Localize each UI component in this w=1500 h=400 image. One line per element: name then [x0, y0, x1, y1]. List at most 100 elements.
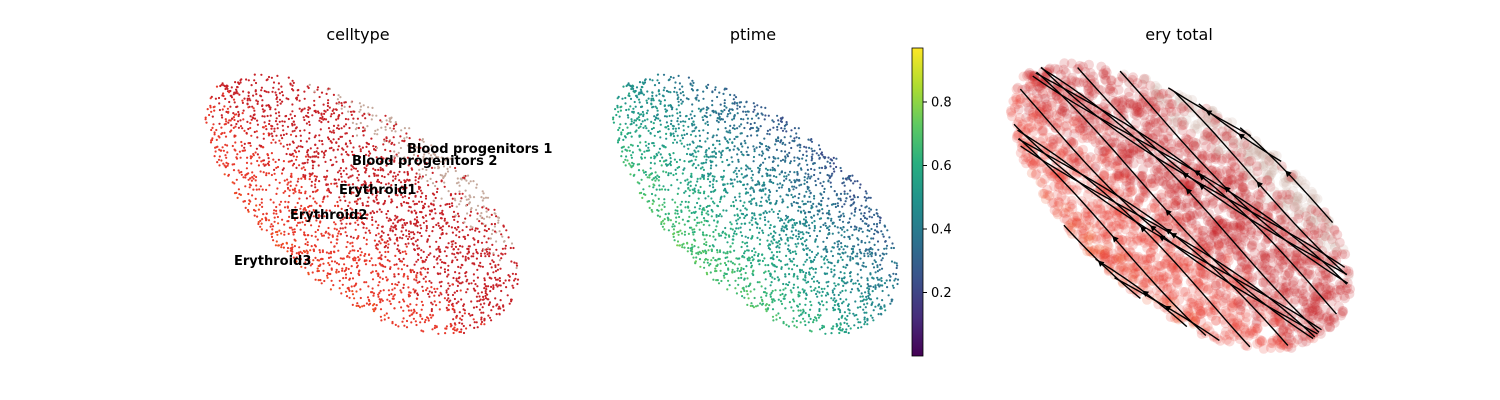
ptime-point	[680, 232, 684, 235]
ptime-point	[802, 218, 806, 221]
celltype-point	[378, 251, 381, 254]
ptime-point	[647, 97, 650, 100]
celltype-point	[507, 274, 510, 277]
celltype-point	[467, 198, 470, 201]
ptime-point	[739, 209, 742, 212]
ptime-point	[885, 244, 889, 247]
celltype-point	[322, 156, 325, 159]
celltype-point	[226, 164, 229, 167]
celltype-point	[458, 244, 462, 248]
ptime-point	[790, 230, 793, 233]
celltype-point	[218, 122, 221, 125]
celltype-point	[295, 224, 298, 227]
celltype-point	[380, 160, 383, 163]
ptime-point	[763, 257, 766, 260]
ptime-point	[727, 268, 730, 271]
celltype-point	[344, 101, 347, 104]
celltype-point	[291, 188, 294, 191]
ptime-point	[818, 328, 822, 331]
celltype-point	[448, 205, 451, 209]
celltype-point	[468, 245, 471, 248]
ptime-point	[843, 311, 847, 314]
celltype-point	[272, 212, 275, 215]
celltype-point	[329, 191, 332, 194]
ptime-point	[811, 206, 814, 209]
ptime-point	[664, 146, 667, 149]
ptime-point	[770, 291, 773, 294]
ptime-point	[859, 268, 862, 271]
celltype-point	[313, 90, 316, 93]
ptime-point	[822, 180, 825, 183]
ptime-point	[805, 190, 808, 193]
celltype-point	[469, 314, 472, 317]
celltype-point	[280, 172, 284, 175]
ptime-point	[850, 198, 853, 201]
celltype-point	[449, 322, 452, 326]
ptime-point	[843, 321, 846, 324]
ptime-point	[753, 108, 756, 111]
ptime-point	[696, 180, 699, 183]
celltype-point	[358, 258, 361, 261]
ptime-point	[820, 266, 823, 269]
ptime-point	[643, 119, 647, 122]
celltype-point	[403, 137, 406, 140]
ptime-point	[840, 316, 843, 319]
ptime-point	[687, 187, 690, 190]
celltype-point	[426, 287, 429, 290]
ptime-point	[737, 148, 740, 151]
ptime-point	[837, 283, 840, 286]
ptime-point	[624, 164, 627, 167]
celltype-point	[451, 293, 455, 297]
celltype-point	[387, 173, 390, 176]
ptime-point	[804, 297, 808, 300]
celltype-point	[323, 175, 326, 178]
ptime-point	[819, 182, 822, 185]
celltype-point	[274, 91, 277, 94]
celltype-point	[347, 204, 350, 207]
celltype-point	[356, 237, 359, 240]
celltype-point	[303, 176, 307, 179]
ptime-point	[778, 233, 781, 236]
ptime-point	[705, 158, 708, 161]
celltype-point	[375, 270, 378, 273]
ptime-point	[744, 142, 747, 145]
ptime-point	[868, 229, 871, 233]
ptime-point	[767, 149, 770, 152]
celltype-point	[433, 300, 436, 303]
ptime-point	[824, 156, 827, 159]
ptime-point	[827, 197, 830, 200]
ptime-point	[790, 181, 793, 184]
celltype-point	[308, 261, 311, 264]
celltype-point	[434, 212, 437, 215]
celltype-point	[263, 89, 266, 93]
celltype-point	[469, 228, 472, 231]
ptime-point	[778, 173, 781, 176]
celltype-point	[255, 93, 258, 96]
ptime-point	[615, 113, 618, 117]
celltype-point	[403, 127, 406, 130]
ptime-point	[629, 143, 633, 146]
ptime-point	[859, 321, 862, 324]
celltype-point	[357, 179, 360, 182]
celltype-point	[488, 255, 491, 258]
ptime-point	[826, 266, 829, 269]
ptime-point	[695, 96, 698, 99]
celltype-point	[405, 229, 408, 232]
celltype-point	[478, 295, 481, 298]
ptime-point	[780, 186, 783, 189]
ptime-point	[672, 228, 676, 231]
celltype-point	[495, 313, 498, 316]
celltype-point	[332, 163, 335, 166]
celltype-point	[408, 235, 411, 238]
ptime-point	[842, 300, 845, 303]
celltype-point	[464, 255, 467, 258]
ptime-point	[834, 284, 837, 287]
ptime-point	[780, 127, 783, 130]
celltype-point	[307, 273, 310, 276]
celltype-point	[416, 231, 419, 234]
ptime-point	[854, 255, 857, 258]
celltype-point	[444, 159, 447, 162]
celltype-point	[447, 304, 450, 307]
ptime-point	[784, 263, 787, 266]
ptime-point	[672, 132, 675, 135]
